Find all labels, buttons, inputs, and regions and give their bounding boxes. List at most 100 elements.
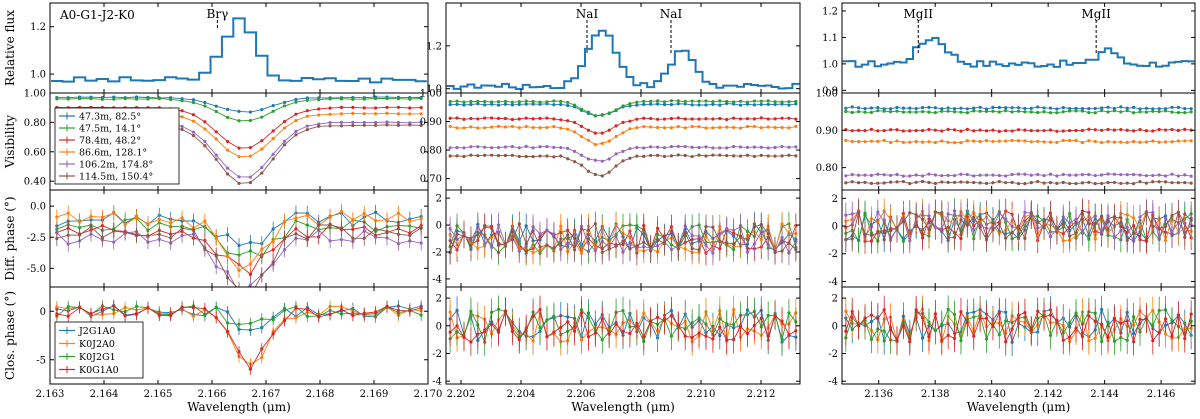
data-point <box>787 333 791 337</box>
data-point <box>1183 111 1187 115</box>
data-point <box>271 129 275 133</box>
data-point <box>1151 308 1155 313</box>
y-tick-label: -5 <box>36 355 46 366</box>
data-point <box>123 96 127 101</box>
data-point <box>725 338 729 342</box>
data-point <box>476 145 480 149</box>
data-point <box>952 180 957 184</box>
data-point <box>889 180 893 184</box>
data-point <box>745 124 750 129</box>
data-point <box>1010 129 1014 133</box>
data-point <box>927 140 931 144</box>
data-point <box>531 117 535 121</box>
data-point <box>869 139 874 143</box>
data-point <box>655 125 660 130</box>
series-4 <box>55 300 423 375</box>
data-point <box>1074 311 1078 315</box>
data-point <box>1029 110 1033 114</box>
data-point <box>857 211 861 215</box>
data-point <box>972 129 976 133</box>
data-point <box>725 146 729 150</box>
data-point <box>635 145 639 150</box>
series-6 <box>55 217 423 287</box>
data-point <box>490 125 494 129</box>
data-point <box>545 243 549 247</box>
y-tick-label: 2 <box>832 194 838 205</box>
data-point <box>476 233 480 237</box>
data-point <box>766 154 770 158</box>
data-point <box>1144 174 1148 178</box>
data-point <box>1023 106 1027 111</box>
data-point <box>940 322 944 326</box>
data-point <box>1048 235 1053 239</box>
data-point <box>959 106 963 110</box>
data-point <box>559 102 563 107</box>
data-point <box>1048 128 1053 132</box>
data-point <box>745 331 750 336</box>
data-point <box>1132 111 1136 115</box>
data-point <box>1119 321 1123 325</box>
x-tick-label: 2.168 <box>306 389 335 400</box>
y-tick-label: 0.60 <box>24 147 46 158</box>
x-tick-label: 2.166 <box>198 389 227 400</box>
data-point <box>869 337 874 341</box>
data-point <box>566 146 570 150</box>
data-point <box>711 117 715 121</box>
data-point <box>1087 180 1091 184</box>
data-point <box>1132 139 1136 144</box>
data-point <box>226 107 230 112</box>
data-point <box>1080 181 1085 185</box>
data-point <box>732 125 736 130</box>
data-point <box>1048 180 1053 185</box>
data-point <box>972 139 976 143</box>
data-point <box>773 250 777 255</box>
data-point <box>294 306 298 310</box>
data-point <box>385 105 389 109</box>
data-point <box>1016 139 1021 143</box>
data-point <box>780 144 784 149</box>
data-point <box>876 181 880 185</box>
data-point <box>933 225 937 229</box>
data-point <box>448 116 452 120</box>
xlabel: Wavelength (μm) <box>967 400 1071 414</box>
data-point <box>248 367 252 371</box>
data-point <box>1036 172 1040 177</box>
data-point <box>690 335 694 340</box>
data-point <box>614 164 618 168</box>
data-point <box>959 110 963 114</box>
data-point <box>991 324 995 329</box>
data-point <box>408 233 412 238</box>
data-point <box>483 329 487 334</box>
data-point <box>773 314 777 318</box>
data-point <box>635 126 639 130</box>
data-point <box>882 107 886 111</box>
data-point <box>725 227 729 231</box>
data-point <box>1093 106 1097 111</box>
data-point <box>628 127 632 131</box>
data-point <box>628 147 632 151</box>
axes-frame <box>841 286 1196 385</box>
data-point <box>1048 140 1053 144</box>
data-point <box>850 105 854 109</box>
data-point <box>112 240 116 244</box>
data-point <box>490 102 494 106</box>
data-point <box>573 248 577 252</box>
data-point <box>697 234 701 238</box>
data-point <box>419 226 423 230</box>
data-point <box>752 225 756 229</box>
data-point <box>545 125 549 130</box>
data-point <box>248 118 252 123</box>
data-point <box>738 325 743 329</box>
data-point <box>669 116 673 121</box>
data-point <box>1125 109 1129 113</box>
data-point <box>972 315 976 319</box>
data-point <box>1080 173 1085 177</box>
data-point <box>496 103 501 107</box>
data-point <box>1125 106 1129 110</box>
y-tick-label: 0.90 <box>420 117 442 128</box>
data-point <box>305 127 309 132</box>
data-point <box>1106 127 1110 132</box>
data-point <box>683 231 687 235</box>
data-point <box>1157 330 1161 335</box>
data-point <box>863 107 867 111</box>
